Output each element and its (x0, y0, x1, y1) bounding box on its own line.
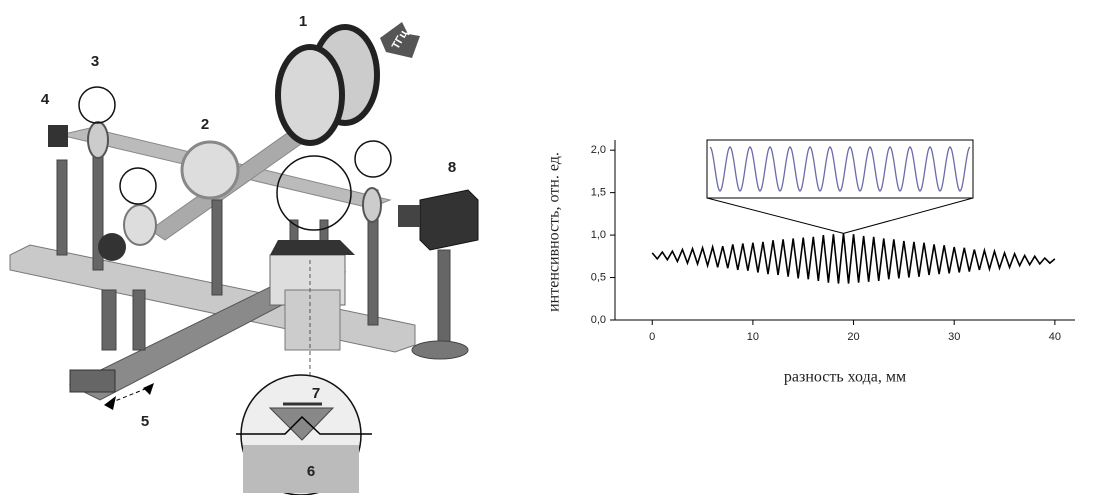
label-3: 3 (91, 53, 99, 70)
y-tick-label: 2,0 (591, 144, 606, 156)
y-tick-label: 1,0 (591, 229, 606, 241)
x-tick-label: 10 (747, 331, 759, 343)
chart-frame (614, 139, 1075, 321)
label-6: 6 (307, 463, 315, 480)
x-tick-label: 30 (948, 331, 960, 343)
label-2: 2 (201, 116, 209, 133)
label-4: 4 (41, 91, 50, 108)
y-tick-label: 0,0 (591, 314, 606, 326)
label-7: 7 (312, 385, 320, 402)
x-tick-label: 20 (847, 331, 859, 343)
inset-box (706, 139, 974, 199)
label-5: 5 (141, 413, 149, 430)
y-tick-label: 1,5 (591, 187, 606, 199)
signal-line (651, 233, 1056, 284)
y-axis-title: интенсивность, отн. ед. (546, 152, 563, 312)
zoom-line (706, 197, 844, 234)
label-8: 8 (448, 159, 456, 176)
x-tick-label: 40 (1049, 331, 1061, 343)
inset-wave (709, 146, 971, 192)
x-tick-label: 0 (649, 331, 655, 343)
apparatus (9, 22, 479, 495)
label-1: 1 (299, 13, 307, 30)
y-tick-label: 0,5 (591, 271, 606, 283)
x-axis-title: разность хода, мм (784, 369, 906, 386)
zoom-line (843, 197, 974, 234)
